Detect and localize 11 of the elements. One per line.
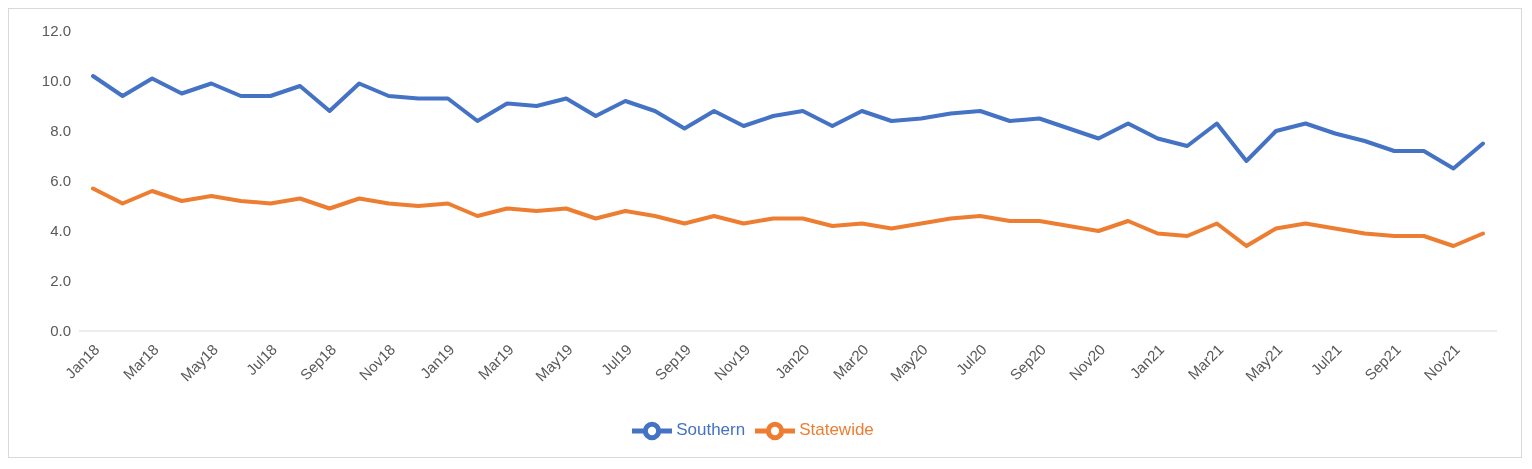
line-series	[91, 186, 1485, 248]
y-tick-label: 4.0	[50, 222, 71, 240]
legend-label: Southern	[676, 420, 746, 440]
y-tick-label: 12.0	[41, 22, 71, 40]
legend-label: Statewide	[799, 420, 874, 440]
y-tick-label: 2.0	[50, 272, 71, 290]
y-tick-label: 8.0	[50, 122, 71, 140]
line-series	[91, 74, 1485, 171]
y-tick-label: 0.0	[50, 322, 71, 340]
y-tick-label: 6.0	[50, 172, 71, 190]
y-tick-label: 10.0	[41, 72, 71, 90]
